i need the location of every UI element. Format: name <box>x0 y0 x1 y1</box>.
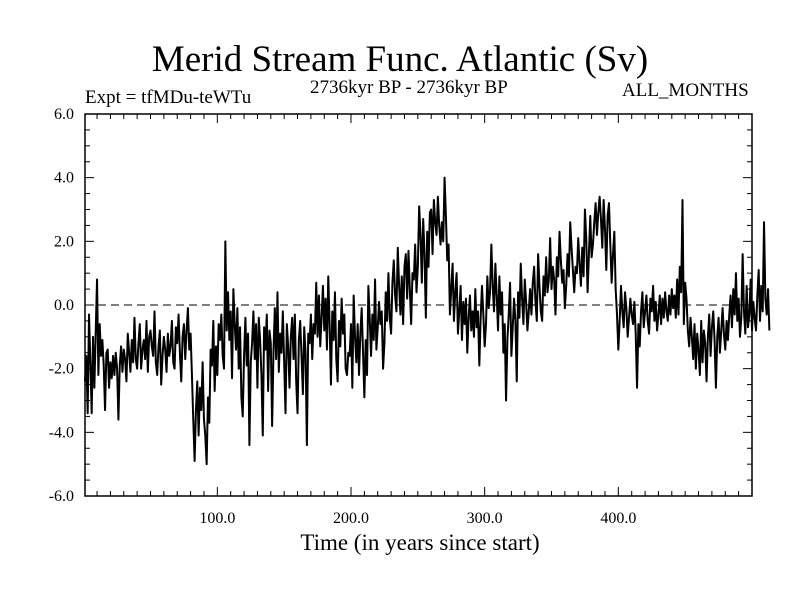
y-tick-label: 0.0 <box>54 297 74 314</box>
months-label: ALL_MONTHS <box>622 80 749 101</box>
y-tick-label: -4.0 <box>49 424 74 441</box>
y-tick-label: -2.0 <box>49 361 74 378</box>
series-line-amoc <box>84 176 771 466</box>
plot-frame <box>84 113 753 497</box>
x-tick-label: 400.0 <box>600 510 636 527</box>
x-axis-label: Time (in years since start) <box>300 530 540 555</box>
x-tick-label: 200.0 <box>333 510 369 527</box>
y-tick-label: 4.0 <box>54 170 74 187</box>
x-tick-label: 300.0 <box>467 510 503 527</box>
axis-tick-labels: -6.0 -4.0 -2.0 0.0 2.0 4.0 6.0 100.0 200.0 300.0 4… <box>49 106 637 527</box>
chart-subtitle: 2736kyr BP - 2736kyr BP <box>310 77 508 98</box>
y-tick-label: 2.0 <box>54 233 74 250</box>
experiment-label: Expt = tfMDu-teWTu <box>85 87 252 108</box>
y-tick-label: 6.0 <box>54 106 74 123</box>
y-tick-label: -6.0 <box>49 488 74 505</box>
x-tick-label: 100.0 <box>199 510 235 527</box>
chart-title: Merid Stream Func. Atlantic (Sv) <box>151 39 649 80</box>
